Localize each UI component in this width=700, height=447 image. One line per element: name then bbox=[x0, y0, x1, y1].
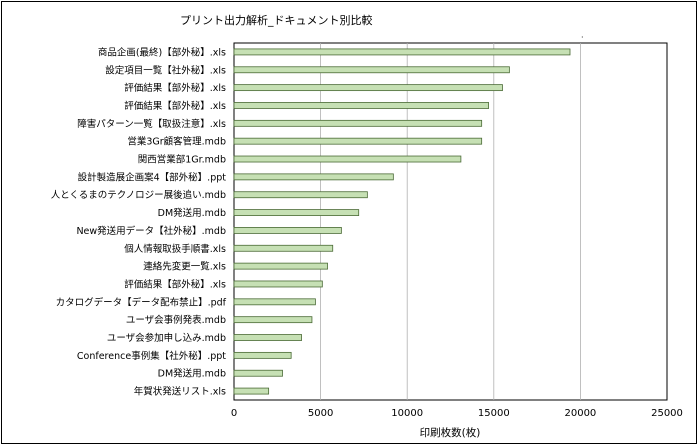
category-label: 関西営業部1Gr.mdb bbox=[138, 154, 226, 166]
bar bbox=[233, 191, 368, 199]
category-label: 個人情報取扱手順書.xls bbox=[124, 243, 226, 255]
bar bbox=[233, 351, 292, 359]
bar bbox=[233, 102, 490, 109]
category-label: 評価結果【部外秘】.xls bbox=[124, 100, 226, 112]
x-tick-labels: 0 5000 10000 15000 20000 25000 bbox=[231, 408, 683, 419]
category-label: Conference事例集【社外秘】.ppt bbox=[77, 350, 226, 362]
x-axis-title: 印刷枚数(枚) bbox=[420, 426, 481, 439]
bar bbox=[233, 155, 462, 163]
category-label: New発送用データ【社外秘】.mdb bbox=[76, 225, 226, 237]
bar bbox=[233, 262, 328, 270]
category-label: 障害パターン一覧【取扱注意】.xls bbox=[77, 118, 226, 130]
x-tick-label: 15000 bbox=[478, 408, 510, 419]
x-tick-label: 20000 bbox=[564, 408, 596, 419]
category-label: 人とくるまのテクノロジー展後追い.mdb bbox=[51, 189, 226, 201]
category-label: 評価結果【部外秘】.xls bbox=[124, 82, 226, 94]
bar bbox=[233, 387, 270, 395]
bar bbox=[233, 280, 323, 288]
bar bbox=[233, 119, 483, 127]
category-label: DM発送用.mdb bbox=[158, 368, 226, 380]
category-labels: 商品企画(最終)【部外秘】.xls 設定項目一覧【社外秘】.xls 評価結果【部外秘… bbox=[51, 46, 227, 397]
bar bbox=[233, 48, 571, 56]
category-label: 営業3Gr顧客管理.mdb bbox=[127, 136, 226, 148]
x-tick-label: 10000 bbox=[391, 408, 423, 419]
category-label: DM発送用.mdb bbox=[158, 207, 226, 219]
bars bbox=[233, 48, 571, 395]
bar bbox=[233, 227, 342, 234]
category-label: カタログデータ【データ配布禁止】.pdf bbox=[56, 296, 227, 308]
stray-mark: · bbox=[581, 33, 584, 42]
bar bbox=[233, 316, 313, 324]
plot-area bbox=[233, 42, 668, 401]
x-tick-label: 0 bbox=[231, 408, 237, 419]
bar bbox=[233, 173, 394, 181]
category-label: 連絡先変更一覧.xls bbox=[143, 261, 226, 273]
bar bbox=[233, 66, 510, 74]
chart-title: プリント出力解析_ドキュメント別比較 bbox=[180, 14, 373, 27]
x-tick-label: 5000 bbox=[308, 408, 333, 419]
bar bbox=[233, 369, 283, 377]
category-label: 設計製造展企画案4【部外秘】.ppt bbox=[78, 171, 227, 183]
category-label: ユーザ会参加申し込み.mdb bbox=[107, 332, 226, 344]
bar bbox=[233, 298, 316, 306]
category-label: 商品企画(最終)【部外秘】.xls bbox=[98, 46, 226, 58]
bar bbox=[233, 84, 503, 92]
x-tick-label: 25000 bbox=[651, 408, 683, 419]
category-label: 設定項目一覧【社外秘】.xls bbox=[105, 64, 226, 76]
category-label: 評価結果【部外秘】.xls bbox=[124, 278, 226, 290]
category-label: 年賀状発送リスト.xls bbox=[134, 386, 226, 398]
bar bbox=[233, 209, 360, 216]
bar bbox=[233, 244, 334, 252]
bar bbox=[233, 137, 483, 145]
category-label: ユーザ会事例発表.mdb bbox=[126, 314, 226, 326]
bar bbox=[233, 334, 302, 341]
